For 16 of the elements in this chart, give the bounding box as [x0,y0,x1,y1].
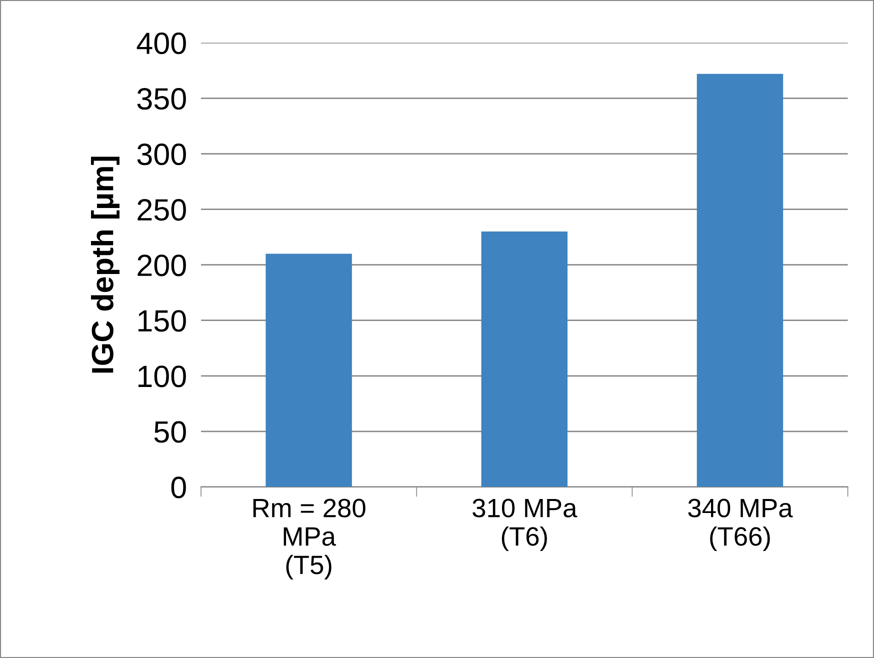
x-tick-label: 310 MPa (T6) [472,498,578,552]
bar [266,254,352,487]
y-tick-label: 400 [136,32,186,54]
y-axis-title: IGC depth [µm] [90,156,120,373]
x-tick-label: 340 MPa (T66) [688,498,793,552]
y-tick-label: 100 [138,366,186,388]
x-tick-label: Rm = 280 MPa (T5) [253,498,366,580]
y-tick-label: 50 [154,421,186,443]
y-tick-label: 250 [138,199,186,221]
bar [696,74,784,487]
y-tick-label: 200 [138,254,186,276]
bar [481,232,568,487]
y-tick-label: 350 [137,88,186,110]
y-tick-label: 0 [171,476,186,498]
y-tick-label: 150 [138,310,186,332]
y-tick-label: 300 [137,144,186,166]
